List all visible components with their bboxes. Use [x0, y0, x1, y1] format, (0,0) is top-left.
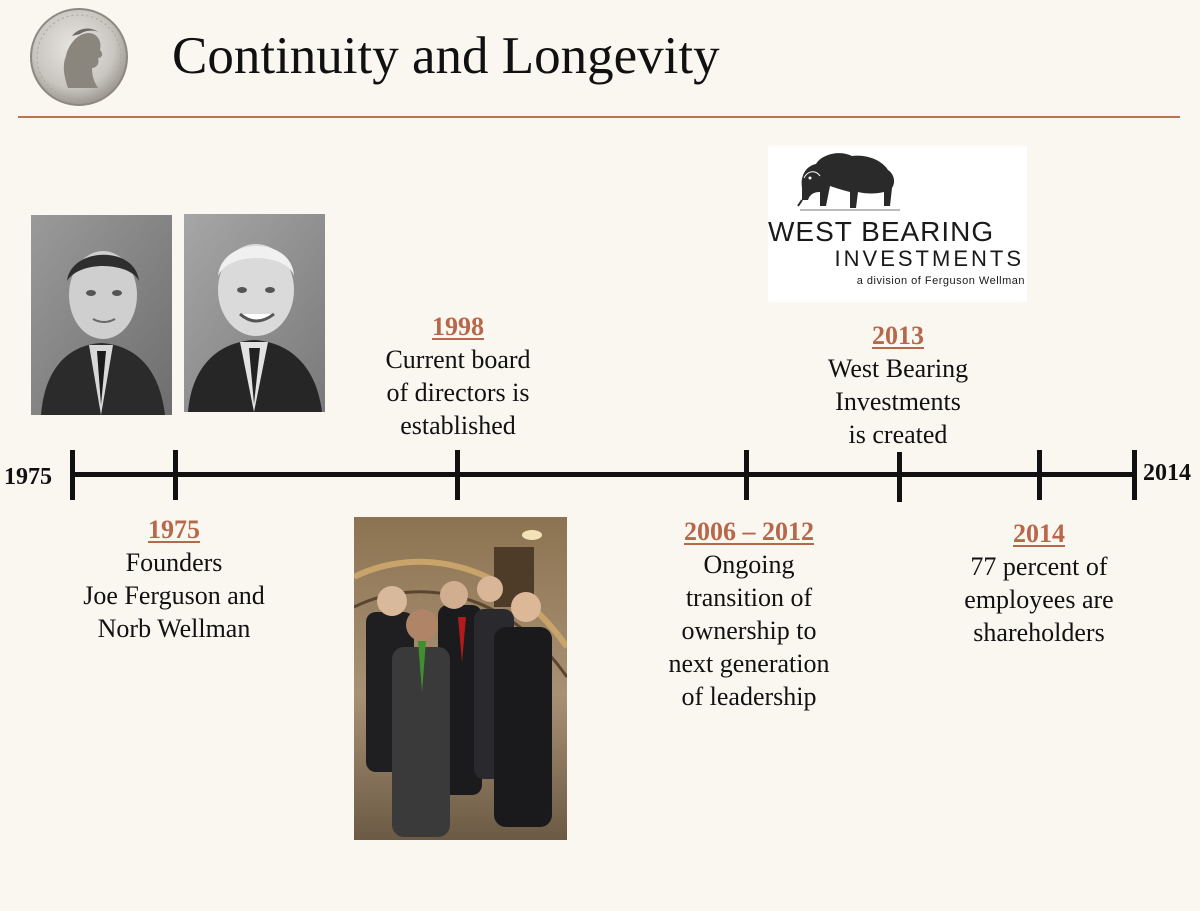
event-text-line: ownership to: [681, 616, 817, 645]
event-year: 2014: [1013, 519, 1065, 548]
timeline-event-1975: 1975 Founders Joe Ferguson and Norb Well…: [44, 513, 304, 645]
timeline-tick-end: [1132, 450, 1137, 500]
founder-photo-norb-wellman: [184, 214, 325, 412]
board-of-directors-photo: [354, 517, 567, 840]
timeline-tick-1998: [455, 450, 460, 500]
founder-photo-joe-ferguson: [31, 215, 172, 415]
event-text-line: next generation: [668, 649, 830, 678]
logo-line-investments: INVESTMENTS: [834, 246, 1024, 271]
event-text-line: transition of: [685, 583, 813, 612]
roman-coin-icon: [28, 6, 130, 108]
page-title: Continuity and Longevity: [172, 27, 720, 85]
event-text-line: Investments: [835, 387, 961, 416]
event-text-line: employees are: [964, 585, 1114, 614]
event-text-line: 77 percent of: [970, 552, 1108, 581]
event-text-line: is created: [848, 420, 948, 449]
event-year: 1998: [432, 312, 484, 341]
event-text-line: established: [400, 411, 516, 440]
timeline-tick-start: [70, 450, 75, 500]
event-text-line: shareholders: [973, 618, 1105, 647]
event-text-line: of directors is: [386, 378, 530, 407]
timeline-end-label: 2014: [1143, 460, 1191, 486]
event-year: 2013: [872, 321, 924, 350]
event-year: 1975: [148, 515, 200, 544]
event-text-line: Joe Ferguson and: [83, 581, 265, 610]
timeline-event-2013: 2013 West Bearing Investments is created: [778, 319, 1018, 451]
event-text-line: of leadership: [681, 682, 817, 711]
event-year: 2006 – 2012: [684, 517, 814, 546]
timeline-event-2014: 2014 77 percent of employees are shareho…: [919, 517, 1159, 649]
event-text-line: Norb Wellman: [97, 614, 251, 643]
logo-tagline: a division of Ferguson Wellman: [856, 275, 1025, 287]
timeline-tick-2013: [897, 452, 902, 502]
timeline-axis: [70, 472, 1136, 477]
bison-icon: [797, 153, 900, 211]
event-text-line: Current board: [385, 345, 531, 374]
timeline-tick-1975: [173, 450, 178, 500]
timeline-event-2006-2012: 2006 – 2012 Ongoing transition of owners…: [624, 515, 874, 713]
event-text-line: Ongoing: [703, 550, 795, 579]
timeline-event-1998: 1998 Current board of directors is estab…: [338, 310, 578, 442]
timeline-tick-2006: [744, 450, 749, 500]
event-text-line: Founders: [125, 548, 223, 577]
timeline-tick-2014: [1037, 450, 1042, 500]
logo-line-west-bearing: WEST BEARING: [768, 216, 995, 247]
event-text-line: West Bearing: [827, 354, 969, 383]
timeline-start-label: 1975: [4, 464, 52, 490]
title-divider: [18, 116, 1180, 118]
west-bearing-logo: WEST BEARING INVESTMENTS a division of F…: [768, 146, 1027, 302]
